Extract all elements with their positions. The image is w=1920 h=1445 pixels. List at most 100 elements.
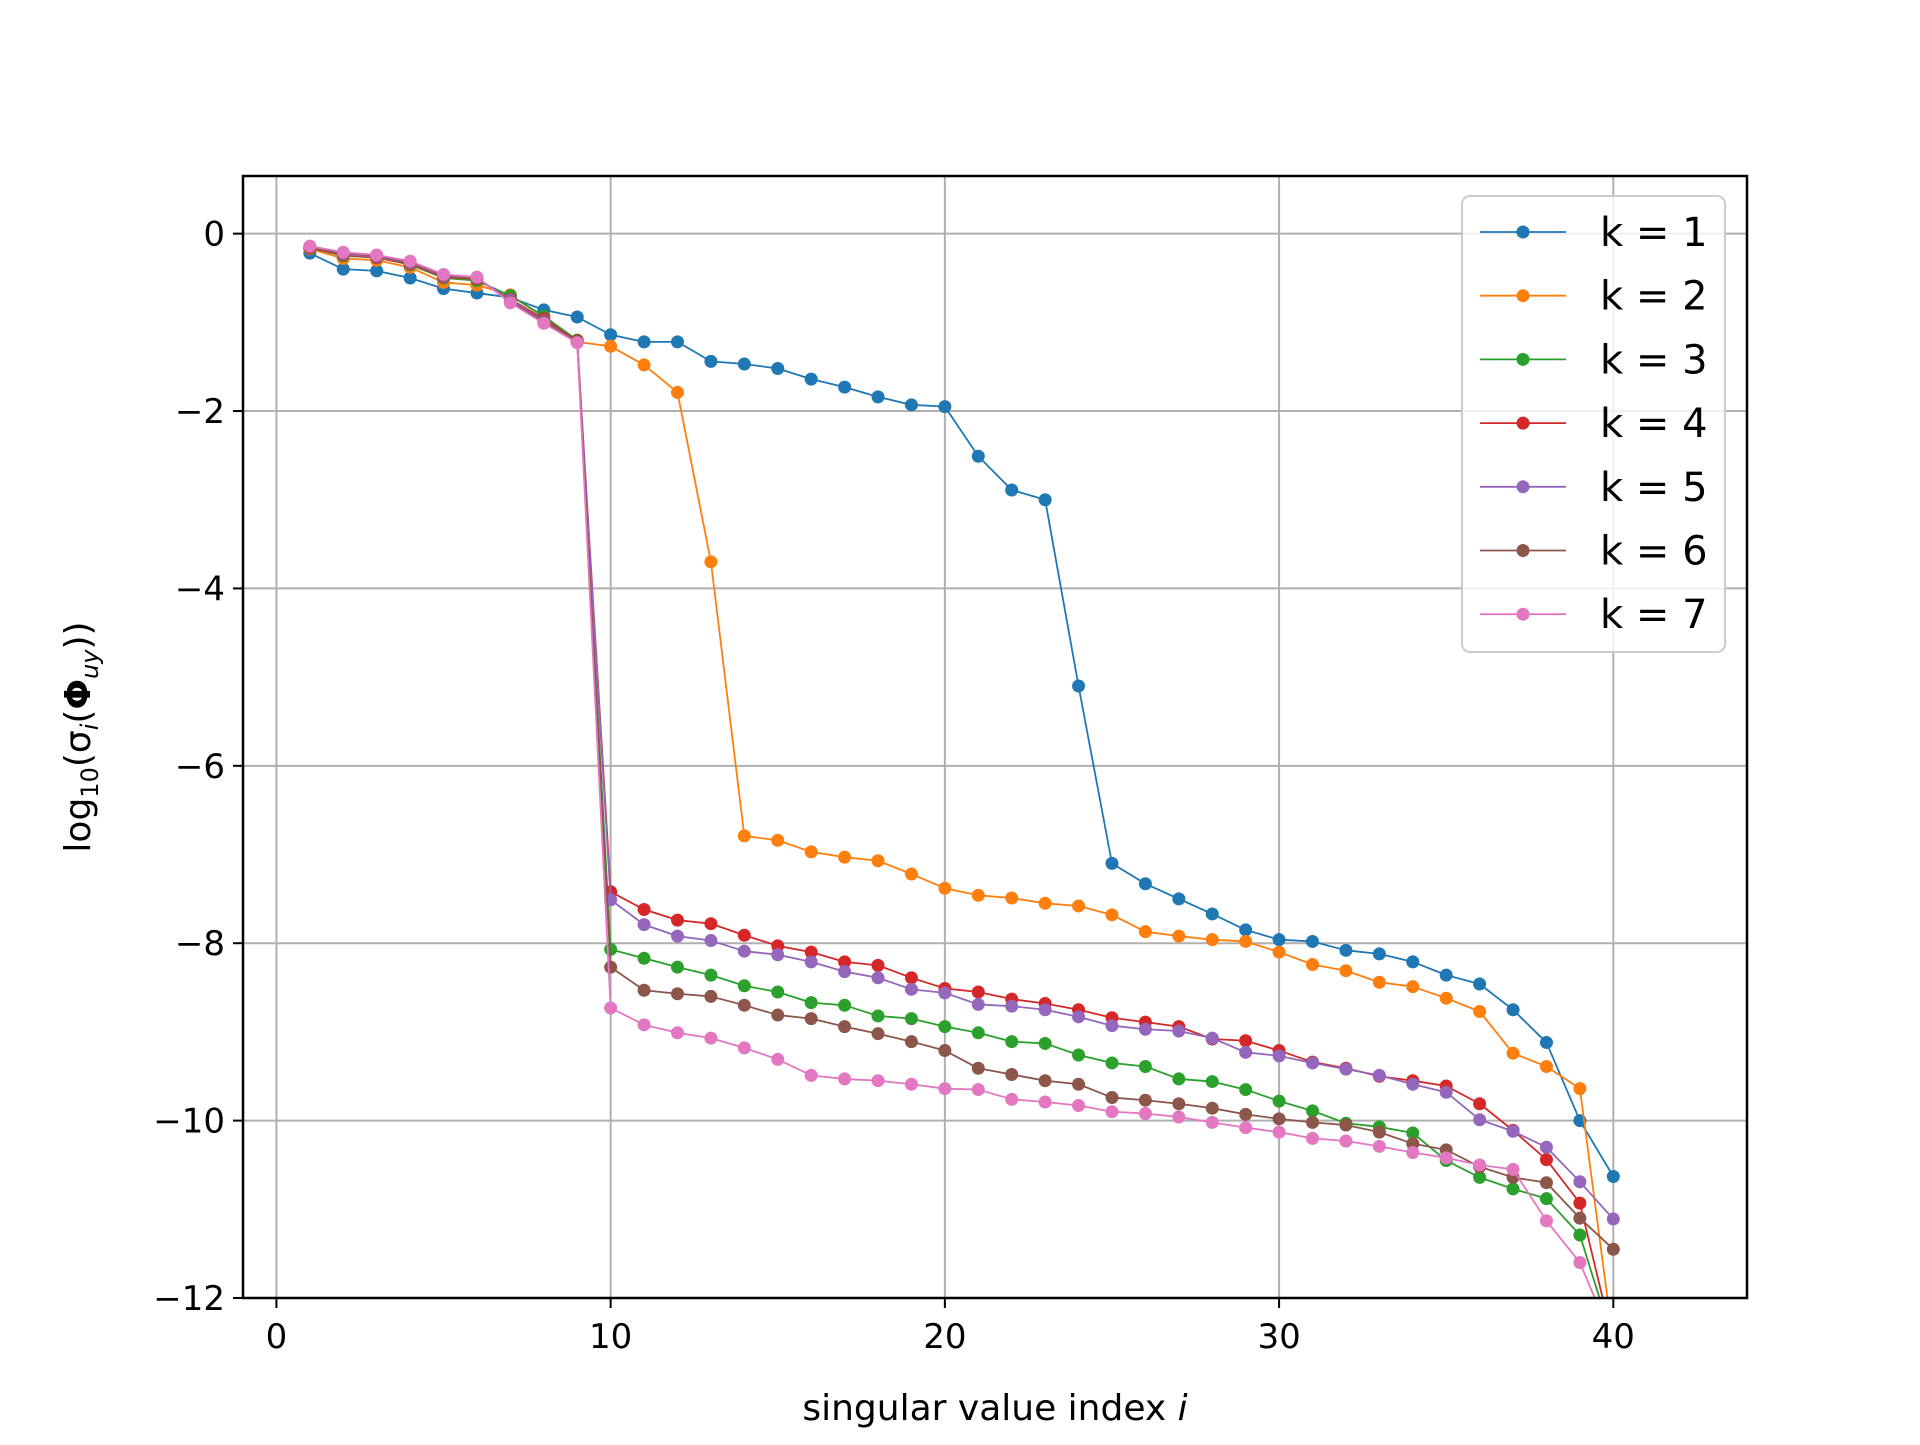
- data-point: [1306, 1131, 1320, 1145]
- data-point: [637, 918, 651, 932]
- data-point: [1606, 1242, 1620, 1256]
- y-tick-label: −12: [153, 1279, 225, 1319]
- legend-entry: k = 2: [1480, 274, 1708, 320]
- data-point: [1439, 1085, 1453, 1099]
- data-point: [1205, 1115, 1219, 1129]
- data-point: [938, 1044, 952, 1058]
- x-tick-label: 30: [1257, 1317, 1300, 1357]
- data-point: [871, 971, 885, 985]
- data-point: [537, 316, 551, 330]
- data-point: [1473, 1005, 1487, 1019]
- data-point: [737, 829, 751, 843]
- data-point: [1539, 1060, 1553, 1074]
- data-point: [771, 1052, 785, 1066]
- data-point: [1406, 955, 1420, 969]
- data-point: [1339, 1062, 1353, 1076]
- data-point: [1239, 1107, 1253, 1121]
- data-point: [1372, 1125, 1386, 1139]
- legend-label: k = 1: [1600, 210, 1708, 256]
- data-point: [1038, 493, 1052, 507]
- series-line: [309, 252, 1615, 1177]
- data-point: [670, 929, 684, 943]
- data-point: [403, 254, 417, 268]
- data-point: [1005, 1035, 1019, 1049]
- data-point: [804, 945, 818, 959]
- data-point: [971, 997, 985, 1011]
- data-point: [804, 996, 818, 1010]
- data-point: [1439, 1151, 1453, 1165]
- y-tick-label: −6: [175, 747, 225, 787]
- data-point: [1506, 1182, 1520, 1196]
- data-point: [1272, 1094, 1286, 1108]
- data-point: [971, 1083, 985, 1097]
- data-point: [737, 928, 751, 942]
- data-point: [838, 965, 852, 979]
- data-point: [1005, 1067, 1019, 1081]
- data-point: [1306, 1056, 1320, 1070]
- data-point: [570, 336, 584, 350]
- x-tick-label: 0: [266, 1317, 288, 1357]
- legend-entry: k = 1: [1480, 210, 1708, 256]
- data-point: [1573, 1175, 1587, 1189]
- data-point: [1573, 1082, 1587, 1096]
- data-point: [1072, 1048, 1086, 1062]
- data-point: [1105, 908, 1119, 922]
- data-point: [1005, 483, 1019, 497]
- data-point: [1473, 1113, 1487, 1127]
- data-point: [1138, 1107, 1152, 1121]
- data-point: [1205, 907, 1219, 921]
- data-point: [804, 1068, 818, 1082]
- data-point: [704, 354, 718, 368]
- data-point: [1606, 1212, 1620, 1226]
- data-point: [503, 296, 517, 310]
- data-point: [938, 1020, 952, 1034]
- data-point: [771, 1008, 785, 1022]
- legend: k = 1 k = 2 k = 3 k = 4 k = 5 k = 6 k = 7: [1461, 195, 1726, 653]
- x-axis-label: singular value index i: [802, 1388, 1187, 1429]
- data-point: [838, 380, 852, 394]
- data-point: [1272, 1049, 1286, 1063]
- data-point: [704, 934, 718, 948]
- data-point: [1038, 1074, 1052, 1088]
- legend-marker: [1516, 225, 1530, 239]
- data-point: [771, 985, 785, 999]
- data-point: [336, 245, 350, 259]
- data-point: [871, 958, 885, 972]
- data-point: [370, 264, 384, 278]
- series-line: [309, 246, 1614, 1220]
- data-point: [670, 960, 684, 974]
- data-point: [604, 339, 618, 353]
- legend-entry: k = 3: [1480, 337, 1708, 383]
- data-point: [1239, 923, 1253, 937]
- data-point: [804, 955, 818, 969]
- x-tick-label: 20: [923, 1317, 966, 1357]
- series-line: [309, 246, 1614, 1250]
- data-point: [1138, 1022, 1152, 1036]
- data-point: [1272, 933, 1286, 947]
- data-point: [604, 328, 618, 342]
- data-point: [1072, 1099, 1086, 1113]
- data-point: [1138, 925, 1152, 939]
- data-point: [1239, 1121, 1253, 1135]
- legend-marker: [1516, 480, 1530, 494]
- data-point: [1172, 1097, 1186, 1111]
- data-point: [1172, 1110, 1186, 1124]
- legend-entry: k = 7: [1480, 592, 1708, 638]
- data-point: [437, 267, 451, 281]
- data-point: [1573, 1256, 1587, 1270]
- data-point: [670, 335, 684, 349]
- data-point: [1506, 1162, 1520, 1176]
- data-point: [637, 903, 651, 917]
- data-point: [1272, 945, 1286, 959]
- legend-marker: [1516, 289, 1530, 303]
- tick-layer: 0 10 20 30 40 0 −2 −4 −6 −8 −10 −12: [153, 215, 1635, 1357]
- data-point: [838, 1072, 852, 1086]
- legend-label: k = 4: [1600, 401, 1708, 447]
- series-line: [309, 245, 1596, 1298]
- data-point: [637, 335, 651, 349]
- legend-entry: k = 6: [1480, 529, 1708, 575]
- data-point: [1205, 1075, 1219, 1089]
- data-point: [303, 239, 317, 253]
- data-point: [971, 985, 985, 999]
